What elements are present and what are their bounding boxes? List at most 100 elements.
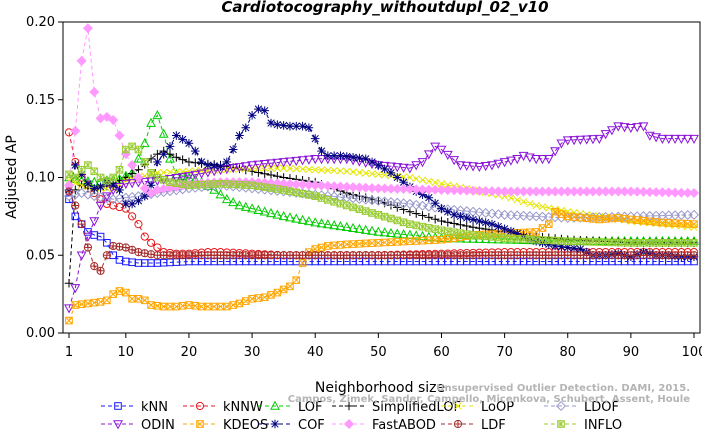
data-point-lof bbox=[499, 234, 510, 244]
data-point-cof bbox=[235, 131, 244, 140]
data-point-odin bbox=[550, 147, 561, 157]
data-point-inflo bbox=[406, 220, 414, 228]
data-point-ldof bbox=[524, 211, 535, 222]
legend-item-fastabod: FastABOD bbox=[332, 418, 436, 433]
data-point-inflo bbox=[412, 221, 421, 230]
data-point-inflo bbox=[128, 142, 136, 151]
data-point-ldof bbox=[367, 195, 378, 206]
data-point-cof bbox=[71, 160, 80, 170]
x-tick-label: 90 bbox=[623, 345, 640, 360]
data-point-cof bbox=[140, 191, 150, 201]
data-point-fastabod bbox=[127, 160, 138, 171]
data-point-inflo bbox=[172, 179, 181, 188]
data-point-loop bbox=[317, 166, 326, 174]
data-point-fastabod bbox=[354, 182, 365, 193]
data-point-ldof bbox=[82, 189, 93, 200]
data-point-inflo bbox=[683, 239, 692, 247]
data-point-inflo bbox=[570, 237, 578, 246]
data-point-lof bbox=[165, 153, 175, 163]
data-point-odin bbox=[411, 161, 422, 171]
legend-marker-ldof bbox=[555, 400, 567, 412]
data-point-kdeos bbox=[109, 290, 117, 298]
data-point-kdeos bbox=[71, 301, 80, 309]
data-point-lof bbox=[417, 230, 428, 241]
data-point-lof bbox=[139, 137, 150, 148]
data-point-odin bbox=[259, 160, 270, 170]
data-point-lof bbox=[234, 200, 245, 210]
data-point-ldof bbox=[411, 199, 422, 210]
data-point-lof bbox=[303, 215, 314, 226]
data-point-odin bbox=[386, 162, 396, 172]
data-point-loop bbox=[519, 198, 528, 206]
data-point-inflo bbox=[292, 188, 301, 197]
data-point-fastabod bbox=[688, 188, 700, 199]
data-point-knnw bbox=[128, 212, 137, 221]
data-point-odin bbox=[663, 134, 674, 144]
data-point-odin bbox=[505, 156, 516, 166]
data-point-inflo bbox=[90, 167, 99, 176]
data-point-fastabod bbox=[676, 187, 687, 198]
legend-label-ldf: LDF bbox=[481, 418, 506, 433]
data-point-lof bbox=[221, 193, 232, 204]
data-point-odin bbox=[436, 145, 447, 155]
data-point-knnw bbox=[140, 232, 149, 241]
data-point-knnw bbox=[146, 238, 156, 247]
data-point-cof bbox=[209, 161, 219, 171]
data-point-odin bbox=[76, 251, 87, 261]
data-point-odin bbox=[588, 135, 598, 145]
data-point-ldof bbox=[360, 194, 371, 205]
data-point-fastabod bbox=[442, 185, 453, 196]
data-point-fastabod bbox=[398, 183, 409, 195]
data-point-odin bbox=[657, 134, 668, 144]
data-point-loop bbox=[292, 165, 300, 173]
data-point-fastabod bbox=[373, 183, 384, 194]
data-point-inflo bbox=[103, 176, 111, 185]
data-point-odin bbox=[682, 134, 693, 144]
data-point-lof bbox=[291, 213, 302, 223]
data-point-knn bbox=[103, 239, 111, 247]
data-point-lof bbox=[341, 221, 352, 232]
axes: 1 10 20 30 40 50 60 70 80 90 100 0.00 0.05 0.10 0.15 0.… bbox=[26, 15, 702, 360]
legend: kNN kNNW LOF SimplifiedLOF LoOP LDOF ODIN KDEOS… bbox=[101, 400, 622, 433]
data-point-simplifiedlof bbox=[449, 219, 459, 228]
data-point-odin bbox=[537, 155, 548, 165]
data-point-loop bbox=[513, 196, 521, 204]
data-point-ldf bbox=[96, 266, 105, 275]
legend-item-knnw: kNNW bbox=[183, 400, 263, 415]
data-point-inflo bbox=[241, 181, 250, 189]
data-point-cof bbox=[134, 196, 143, 206]
data-point-cof bbox=[468, 215, 478, 224]
data-point-cof bbox=[165, 142, 175, 151]
legend-item-knn: kNN bbox=[101, 400, 168, 415]
data-point-cof bbox=[430, 198, 440, 208]
legend-marker-knnw bbox=[195, 401, 205, 411]
plot-series bbox=[63, 23, 700, 325]
data-point-ldof bbox=[95, 192, 106, 203]
data-point-ldof bbox=[404, 198, 415, 209]
data-point-ldof bbox=[398, 198, 409, 209]
data-point-cof bbox=[228, 145, 238, 154]
data-point-knn bbox=[65, 195, 73, 204]
data-point-inflo bbox=[658, 239, 667, 247]
data-point-cof bbox=[96, 182, 105, 192]
data-point-loop bbox=[279, 164, 288, 172]
data-point-ldof bbox=[101, 193, 112, 204]
data-point-cof bbox=[254, 104, 263, 114]
data-point-simplifiedlof bbox=[430, 214, 440, 224]
data-point-ldof bbox=[89, 191, 100, 202]
data-point-inflo bbox=[551, 236, 559, 245]
data-point-inflo bbox=[368, 209, 376, 217]
data-point-cof bbox=[569, 243, 579, 253]
data-point-inflo bbox=[159, 176, 168, 184]
data-point-simplifiedlof bbox=[355, 191, 364, 201]
data-point-cof bbox=[172, 131, 181, 140]
data-point-cof bbox=[380, 164, 389, 174]
data-point-loop bbox=[160, 168, 168, 177]
legend-label-knnw: kNNW bbox=[223, 400, 263, 415]
data-point-fastabod bbox=[632, 186, 643, 197]
data-point-loop bbox=[330, 167, 338, 175]
x-tick-label: 40 bbox=[307, 345, 324, 360]
data-point-inflo bbox=[229, 180, 237, 189]
data-point-ldof bbox=[423, 201, 434, 212]
data-point-odin bbox=[404, 164, 415, 174]
